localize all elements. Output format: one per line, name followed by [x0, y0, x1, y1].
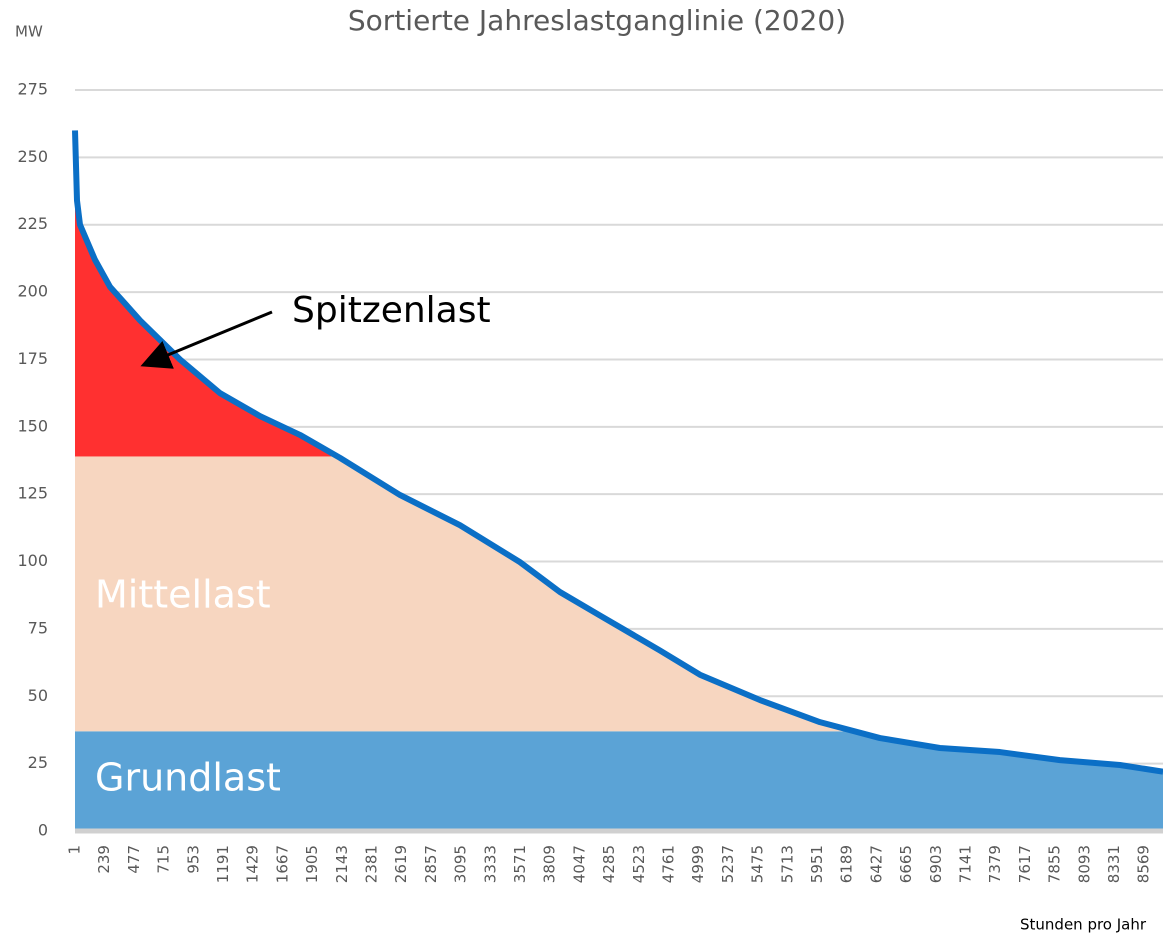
- y-axis-label: MW: [15, 23, 43, 41]
- y-tick-label: 50: [28, 686, 48, 705]
- x-tick-label: 8093: [1075, 845, 1093, 883]
- x-tick-label: 2143: [333, 845, 351, 883]
- x-tick-label: 7379: [986, 845, 1004, 883]
- y-tick-label: 275: [17, 80, 48, 99]
- band-label: Grundlast: [95, 756, 281, 800]
- x-tick-label: 5713: [778, 845, 796, 883]
- band-label: Spitzenlast: [292, 290, 491, 331]
- x-tick-label: 6665: [897, 845, 915, 883]
- y-tick-label: 0: [38, 821, 48, 840]
- x-tick-label: 1: [66, 845, 84, 855]
- x-tick-label: 4999: [689, 845, 707, 883]
- x-tick-label: 5951: [808, 845, 826, 883]
- x-tick-label: 3809: [541, 845, 559, 883]
- y-tick-label: 225: [17, 214, 48, 233]
- x-tick-label: 7855: [1046, 845, 1064, 883]
- y-tick-label: 150: [17, 416, 48, 435]
- band-label: Mittellast: [95, 573, 271, 617]
- x-tick-label: 2381: [362, 845, 380, 883]
- x-tick-label: 477: [125, 845, 143, 874]
- x-tick-label: 4761: [659, 845, 677, 883]
- load-band: [75, 130, 1163, 457]
- x-tick-label: 2857: [422, 845, 440, 883]
- x-tick-label: 715: [155, 845, 173, 874]
- x-tick-label: 3333: [481, 845, 499, 883]
- x-axis-label: Stunden pro Jahr: [1020, 916, 1147, 934]
- load-bands: [75, 130, 1163, 831]
- x-tick-label: 239: [95, 845, 113, 874]
- x-tick-label: 953: [184, 845, 202, 874]
- y-tick-label: 250: [17, 147, 48, 166]
- x-tick-label: 8331: [1105, 845, 1123, 883]
- x-tick-label: 8569: [1135, 845, 1153, 883]
- chart-title: Sortierte Jahreslastganglinie (2020): [348, 4, 846, 37]
- x-tick-label: 6427: [867, 845, 885, 883]
- y-tick-label: 200: [17, 282, 48, 301]
- x-tick-label: 4047: [570, 845, 588, 883]
- x-tick-label: 6903: [927, 845, 945, 883]
- x-tick-label: 1191: [214, 845, 232, 883]
- x-tick-label: 1905: [303, 845, 321, 883]
- x-tick-label: 1667: [273, 845, 291, 883]
- x-tick-label: 5475: [749, 845, 767, 883]
- x-tick-label: 3095: [452, 845, 470, 883]
- y-tick-label: 125: [17, 484, 48, 503]
- x-tick-label: 7141: [956, 845, 974, 883]
- y-tick-label: 175: [17, 349, 48, 368]
- load-line: [72, 130, 1163, 775]
- x-tick-label: 2619: [392, 845, 410, 883]
- x-tick-label: 5237: [719, 845, 737, 883]
- x-tick-label: 4285: [600, 845, 618, 883]
- y-tick-label: 100: [17, 551, 48, 570]
- x-tick-label: 3571: [511, 845, 529, 883]
- x-tick-label: 6189: [838, 845, 856, 883]
- x-tick-label: 7617: [1016, 845, 1034, 883]
- annotation-arrow: [140, 310, 273, 369]
- x-tick-label: 1429: [244, 845, 262, 883]
- y-tick-label: 75: [28, 618, 48, 637]
- y-tick-label: 25: [28, 753, 48, 772]
- x-tick-label: 4523: [630, 845, 648, 883]
